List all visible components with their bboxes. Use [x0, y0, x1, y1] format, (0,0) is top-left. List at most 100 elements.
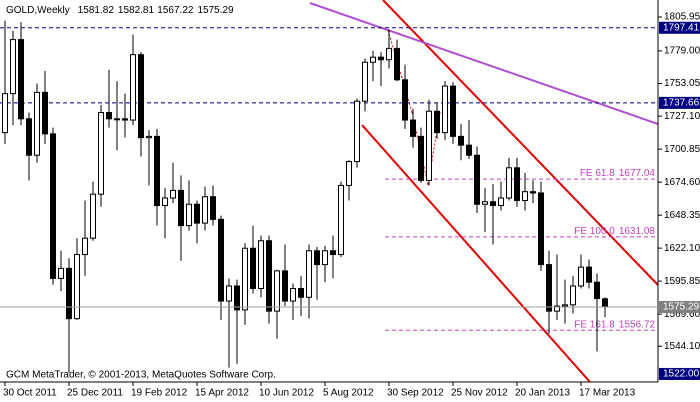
- fibo-value: 1556.72: [619, 319, 656, 330]
- candle-body: [498, 197, 504, 207]
- candle-body: [138, 54, 144, 139]
- fibo-label: FE 161.8 1556.72: [574, 319, 655, 330]
- y-tick-label: 1622.10: [664, 243, 700, 254]
- candle-body: [330, 250, 336, 256]
- candle-body: [18, 39, 24, 120]
- candle-body: [74, 254, 80, 320]
- level-box: [659, 96, 700, 109]
- y-tick-label: 1569.60: [664, 309, 700, 320]
- y-tick-label: 1727.10: [664, 111, 700, 122]
- candle-body: [554, 305, 560, 312]
- candle-body: [234, 285, 240, 311]
- candle-body: [490, 201, 496, 207]
- candle-body: [202, 196, 208, 224]
- candle-body: [50, 133, 56, 279]
- candle-body: [354, 100, 360, 163]
- fibo-name: FE 61.8: [580, 168, 615, 179]
- channel-line: [361, 124, 591, 383]
- candle-body: [346, 161, 352, 186]
- candle-body: [402, 79, 408, 121]
- x-tick-label: 5 Aug 2012: [323, 388, 374, 399]
- fibo-name: FE 161.8: [574, 319, 615, 330]
- candle-body: [90, 193, 96, 239]
- price-label: 1575.29: [663, 302, 700, 313]
- low-level-box: [659, 367, 700, 380]
- candle-body: [538, 192, 544, 266]
- header-high: 1582.81: [118, 5, 155, 16]
- fibo-name: FE 100.0: [574, 225, 615, 236]
- candle-body: [58, 267, 64, 279]
- x-tick-label: 15 Apr 2012: [195, 388, 249, 399]
- x-tick-label: 10 Jun 2012: [259, 388, 314, 399]
- fibo-value: 1631.08: [619, 225, 656, 236]
- candle-body: [434, 110, 440, 134]
- candle-body: [306, 250, 312, 298]
- candle-body: [122, 118, 128, 121]
- y-tick-label: 1700.85: [664, 144, 700, 155]
- candle-body: [530, 191, 536, 194]
- candle-body: [146, 135, 152, 139]
- candle-body: [210, 196, 216, 220]
- candle-body: [386, 47, 392, 61]
- candle-body: [42, 91, 48, 135]
- candle-body: [314, 250, 320, 266]
- candle-body: [474, 154, 480, 205]
- fibo-value: 1677.04: [619, 168, 656, 179]
- candle-body: [378, 56, 384, 61]
- candle-body: [562, 304, 568, 307]
- low-level-label: 1522.00: [663, 369, 700, 380]
- y-tick-label: 1544.10: [664, 341, 700, 352]
- candle-body: [362, 61, 368, 102]
- candle-body: [250, 247, 256, 289]
- candle-body: [98, 112, 104, 195]
- y-tick-label: 1595.85: [664, 276, 700, 287]
- candle-body: [578, 266, 584, 287]
- level-label: 1797.41: [663, 22, 700, 33]
- candle-body: [442, 85, 448, 134]
- candle-body: [170, 189, 176, 199]
- candle-body: [258, 240, 264, 289]
- fibo-label: FE 61.8 1677.04: [580, 168, 656, 179]
- candle-body: [114, 118, 120, 121]
- header-low: 1567.22: [157, 5, 194, 16]
- candle-body: [458, 135, 464, 146]
- x-tick-label: 20 Jan 2013: [515, 388, 570, 399]
- candle-body: [34, 91, 40, 156]
- candle-body: [290, 287, 296, 302]
- candle-body: [218, 218, 224, 302]
- candle-body: [242, 247, 248, 311]
- candle-body: [178, 189, 184, 227]
- level-label: 1737.66: [663, 98, 700, 109]
- x-tick-label: 19 Feb 2012: [131, 388, 188, 399]
- x-tick-label: 25 Dec 2011: [67, 388, 123, 399]
- candle-body: [282, 270, 288, 302]
- candle-body: [522, 191, 528, 201]
- candle-body: [450, 85, 456, 137]
- candle-body: [546, 264, 552, 312]
- candle-body: [602, 298, 608, 308]
- y-tick-label: 1805.95: [664, 12, 700, 23]
- candle-body: [594, 281, 600, 300]
- candle-body: [418, 135, 424, 181]
- candle-body: [370, 56, 376, 63]
- candle-body: [66, 267, 72, 320]
- chart-title: GOLD,Weekly 1581.82 1582.81 1567.22 1575.29: [6, 5, 234, 16]
- candle-body: [274, 270, 280, 312]
- symbol: GOLD,Weekly: [6, 5, 70, 16]
- x-tick-label: 25 Nov 2012: [451, 388, 508, 399]
- candle-body: [394, 47, 400, 81]
- candle-body: [10, 39, 16, 95]
- candle-body: [130, 54, 136, 121]
- level-box: [659, 21, 700, 34]
- copyright: GCM MetaTrader, © 2001-2013, MetaQuotes …: [6, 370, 276, 381]
- x-tick-label: 30 Sep 2012: [387, 388, 444, 399]
- candle-body: [466, 144, 472, 156]
- candle-body: [154, 135, 160, 207]
- y-tick-label: 1753.05: [664, 78, 700, 89]
- candle-body: [482, 201, 488, 205]
- candle-body: [186, 203, 192, 227]
- candle-body: [26, 118, 32, 156]
- header-open: 1581.82: [78, 5, 115, 16]
